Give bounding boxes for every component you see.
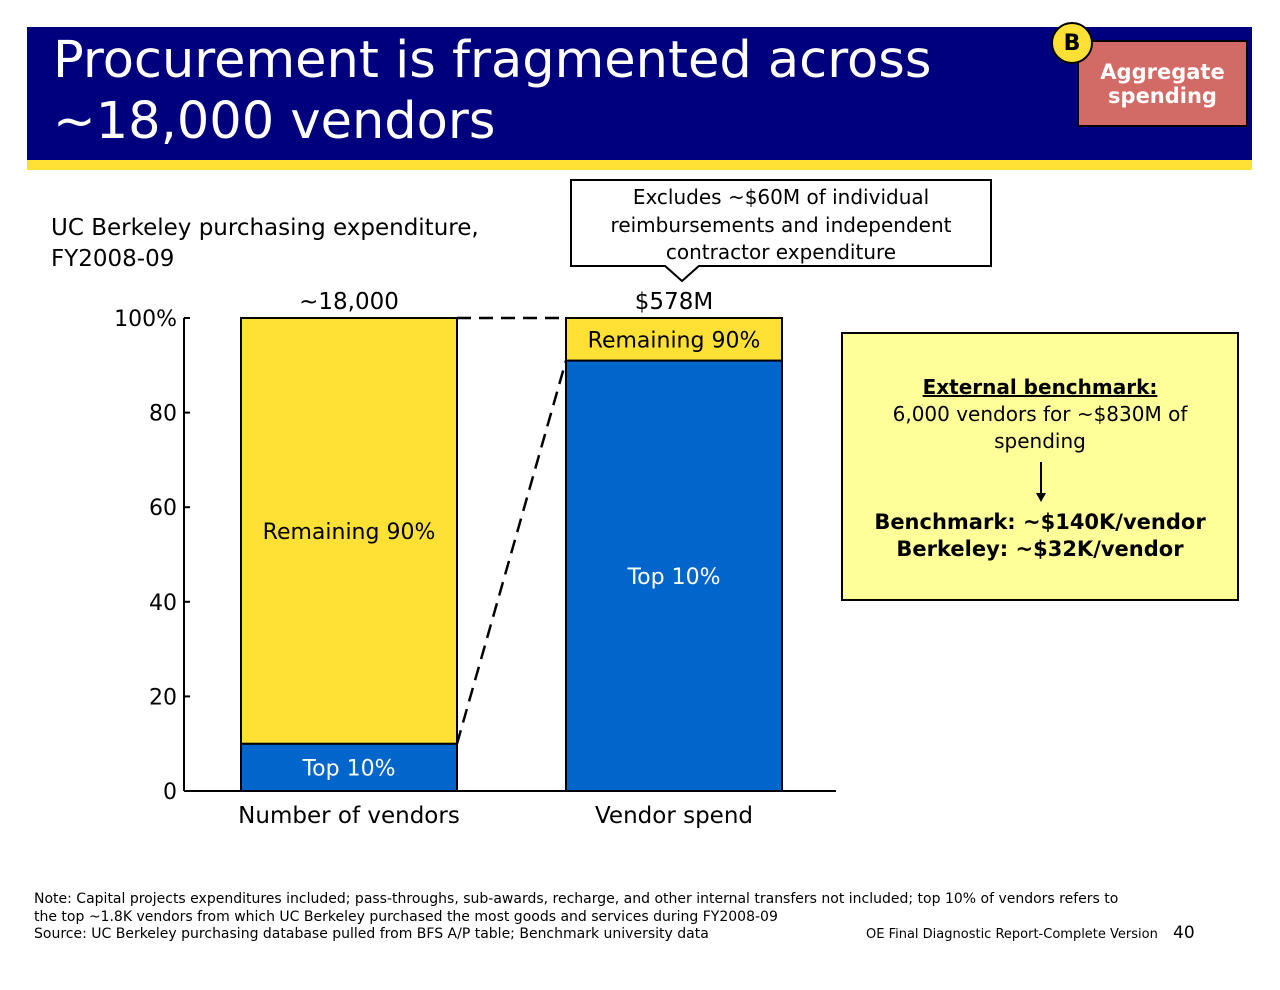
section-tag: Aggregate spending xyxy=(1077,40,1248,127)
y-tick-label: 100% xyxy=(114,307,177,332)
bar-segment-label: Remaining 90% xyxy=(588,328,761,353)
title-bar xyxy=(27,27,1252,160)
page-title: Procurement is fragmented across ~18,000… xyxy=(53,31,932,151)
bar-segment xyxy=(240,742,458,793)
report-label: OE Final Diagnostic Report-Complete Vers… xyxy=(866,927,1158,942)
page-number: 40 xyxy=(1173,923,1195,943)
bar-segment-label: Top 10% xyxy=(626,565,720,590)
footnote: Note: Capital projects expenditures incl… xyxy=(34,891,1119,925)
benchmark-heading: External benchmark: xyxy=(922,375,1158,399)
y-tick-label: 60 xyxy=(149,496,177,521)
source-note: Source: UC Berkeley purchasing database … xyxy=(34,926,709,942)
x-category-label: Vendor spend xyxy=(595,803,753,829)
berkeley-vendor-value: Berkeley: ~$32K/vendor xyxy=(896,537,1184,561)
benchmark-result: Benchmark: ~$140K/vendor Berkeley: ~$32K… xyxy=(843,509,1237,563)
bar-segment xyxy=(240,317,458,745)
callout-pointer xyxy=(664,265,701,283)
x-category-label: Number of vendors xyxy=(238,803,460,829)
section-badge: B xyxy=(1051,22,1093,64)
y-tick-label: 20 xyxy=(149,685,177,710)
stacked-bar-chart: 0 20 40 60 80 100% Top 10% Remaining 90% Number … xyxy=(114,289,836,829)
bar-segment xyxy=(565,317,783,362)
y-tick-label: 40 xyxy=(149,591,177,616)
down-arrow-icon xyxy=(1036,462,1046,502)
benchmark-vendor-value: Benchmark: ~$140K/vendor xyxy=(874,510,1206,534)
y-tick-label: 80 xyxy=(149,402,177,427)
benchmark-description: 6,000 vendors for ~$830M of spending xyxy=(892,402,1188,453)
chart-heading: UC Berkeley purchasing expenditure, FY20… xyxy=(51,215,479,272)
title-underline xyxy=(27,160,1252,170)
bar-total-label: $578M xyxy=(635,289,713,315)
bar-segment-label: Remaining 90% xyxy=(263,520,436,545)
benchmark-box: External benchmark: 6,000 vendors for ~$… xyxy=(841,332,1239,601)
callout-box: Excludes ~$60M of individual reimburseme… xyxy=(570,179,992,267)
bar-segment-label: Top 10% xyxy=(301,756,395,781)
y-tick-label: 0 xyxy=(163,780,177,805)
bar-total-label: ~18,000 xyxy=(299,289,399,315)
connector-line-bottom xyxy=(455,360,568,745)
